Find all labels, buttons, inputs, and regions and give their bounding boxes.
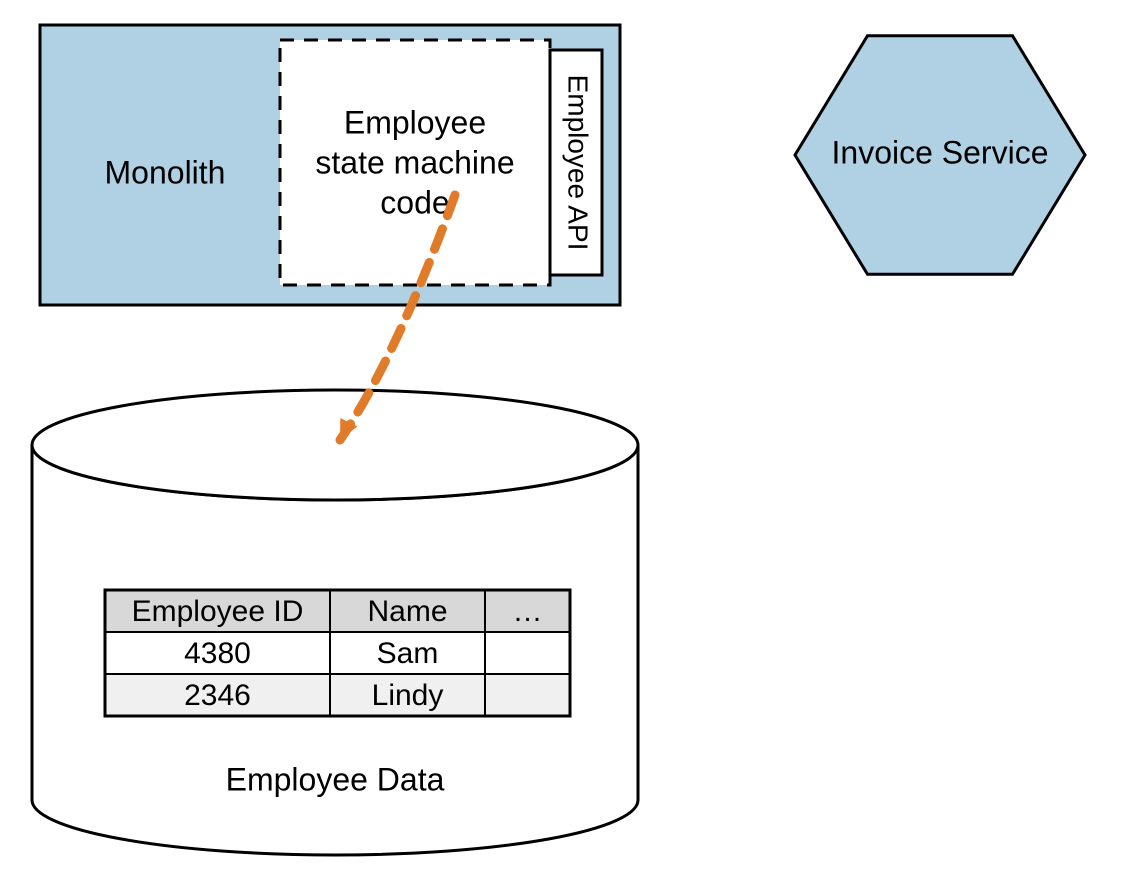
employee-api-label: Employee API: [563, 75, 594, 251]
invoice-service-hexagon: Invoice Service: [795, 36, 1085, 275]
monolith-label: Monolith: [105, 154, 226, 190]
table-header-cell: Employee ID: [132, 595, 304, 628]
table-header-cell: …: [513, 595, 543, 628]
table-header-cell: Name: [367, 595, 447, 628]
state-machine-box: Employee state machine code: [280, 40, 550, 285]
state-machine-label-line: Employee: [344, 104, 486, 140]
table-cell: Sam: [377, 637, 439, 670]
state-machine-label-line: state machine: [315, 144, 514, 180]
table-cell: 2346: [184, 679, 251, 712]
invoice-service-label: Invoice Service: [832, 134, 1049, 170]
table-cell: 4380: [184, 637, 251, 670]
table-cell: Lindy: [372, 679, 444, 712]
employee-table: Employee ID Name … 4380 Sam 2346 Lindy: [105, 590, 570, 716]
state-machine-label-line: code: [380, 184, 449, 220]
employee-api-tab: Employee API: [550, 50, 602, 275]
employee-data-label: Employee Data: [226, 761, 445, 797]
